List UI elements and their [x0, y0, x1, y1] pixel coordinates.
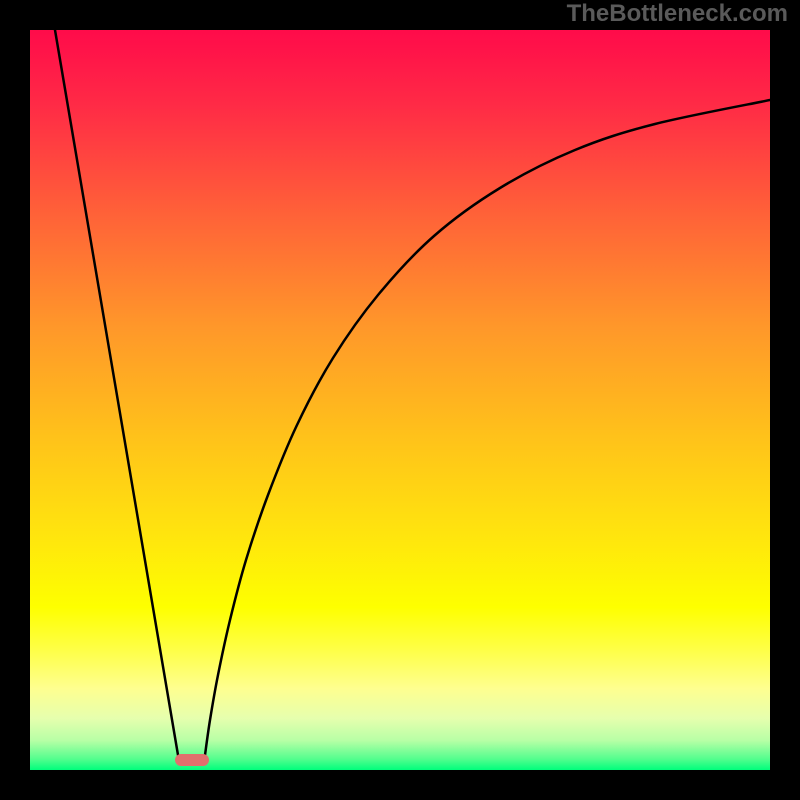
gradient-background — [30, 30, 770, 770]
attribution-text: TheBottleneck.com — [567, 0, 788, 28]
chart-frame: TheBottleneck.com — [0, 0, 800, 800]
chart-svg — [0, 0, 800, 800]
minimum-marker-pill — [175, 754, 209, 766]
